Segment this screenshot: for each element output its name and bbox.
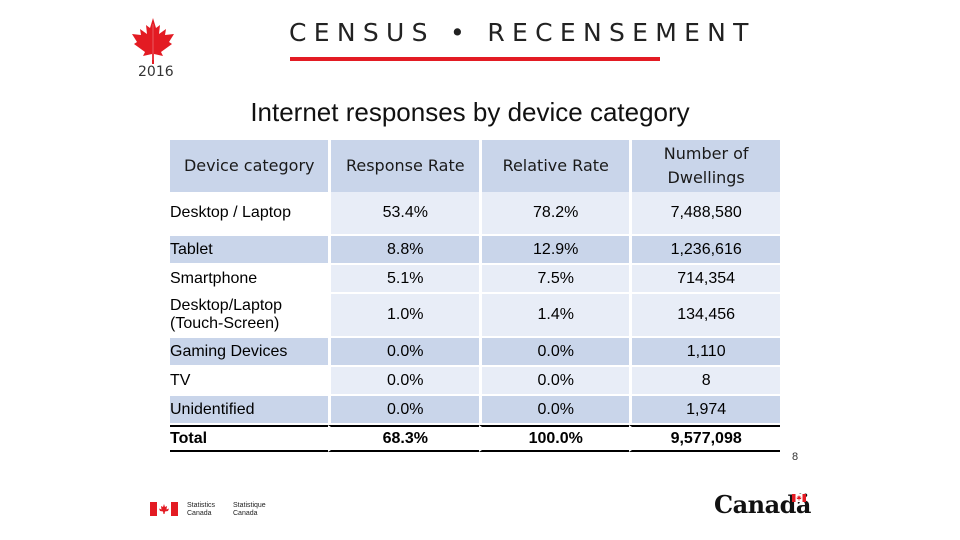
cell-relative-rate: 7.5%: [479, 265, 630, 294]
statistique-canada-fr: Statistique Canada: [233, 502, 266, 518]
cell-relative-rate: 1.4%: [479, 294, 630, 338]
header-relative-rate: Relative Rate: [479, 140, 630, 192]
cell-device: Desktop / Laptop: [170, 192, 329, 236]
sc-fr-line1: Statistique: [233, 502, 266, 509]
cell-dwellings: 8: [629, 367, 780, 396]
page-number: 8: [792, 451, 799, 463]
statistics-canada-en: Statistics Canada: [187, 502, 215, 518]
table-row: Gaming Devices 0.0% 0.0% 1,110: [170, 338, 780, 367]
cell-response-rate: 0.0%: [328, 396, 480, 425]
slide-title: Internet responses by device category: [250, 97, 690, 127]
cell-device: Unidentified: [170, 396, 329, 425]
sc-en-line1: Statistics: [187, 502, 216, 509]
cell-device-line1: Desktop/Laptop: [170, 297, 283, 314]
header-dwellings-line2: Dwellings: [667, 168, 745, 187]
header-divider: [290, 57, 660, 61]
device-category-table: Device category Response Rate Relative R…: [170, 140, 780, 452]
cell-device: Gaming Devices: [170, 338, 329, 367]
cell-total-dwellings: 9,577,098: [629, 425, 780, 452]
table-row: Desktop / Laptop 53.4% 78.2% 7,488,580: [170, 192, 780, 236]
canada-wordmark-flag-icon: [792, 494, 806, 502]
header-response-rate: Response Rate: [328, 140, 480, 192]
table-row: TV 0.0% 0.0% 8: [170, 367, 780, 396]
cell-total-response-rate: 68.3%: [328, 425, 480, 452]
header-device-category: Device category: [170, 140, 329, 192]
cell-device-line2: (Touch-Screen): [170, 315, 280, 332]
table-row: Desktop/Laptop (Touch-Screen) 1.0% 1.4% …: [170, 294, 780, 338]
header-dwellings-line1: Number of: [663, 144, 749, 163]
sc-en-line2: Canada: [187, 510, 212, 517]
cell-response-rate: 0.0%: [328, 338, 480, 367]
canada-flag-icon: [150, 502, 178, 516]
cell-relative-rate: 78.2%: [479, 192, 630, 236]
cell-total-label: Total: [170, 425, 329, 452]
cell-device: Smartphone: [170, 265, 329, 294]
cell-response-rate: 1.0%: [328, 294, 480, 338]
cell-device: Tablet: [170, 236, 329, 265]
maple-leaf-logo-icon: [132, 18, 174, 64]
cell-device: TV: [170, 367, 329, 396]
cell-response-rate: 53.4%: [328, 192, 480, 236]
census-year: 2016: [138, 64, 174, 80]
cell-relative-rate: 0.0%: [479, 367, 630, 396]
cell-relative-rate: 12.9%: [479, 236, 630, 265]
cell-total-relative-rate: 100.0%: [479, 425, 630, 452]
table-row: Unidentified 0.0% 0.0% 1,974: [170, 396, 780, 425]
table-header-row: Device category Response Rate Relative R…: [170, 140, 780, 192]
cell-relative-rate: 0.0%: [479, 396, 630, 425]
table-total-row: Total 68.3% 100.0% 9,577,098: [170, 425, 780, 452]
cell-device: Desktop/Laptop (Touch-Screen): [170, 294, 329, 338]
cell-dwellings: 1,110: [629, 338, 780, 367]
sc-fr-line2: Canada: [233, 510, 258, 517]
cell-response-rate: 8.8%: [328, 236, 480, 265]
cell-response-rate: 0.0%: [328, 367, 480, 396]
cell-dwellings: 1,974: [629, 396, 780, 425]
cell-dwellings: 134,456: [629, 294, 780, 338]
cell-dwellings: 1,236,616: [629, 236, 780, 265]
census-title: CENSUS • RECENSEMENT: [289, 18, 756, 47]
table-row: Smartphone 5.1% 7.5% 714,354: [170, 265, 780, 294]
cell-dwellings: 7,488,580: [629, 192, 780, 236]
cell-dwellings: 714,354: [629, 265, 780, 294]
cell-response-rate: 5.1%: [328, 265, 480, 294]
cell-relative-rate: 0.0%: [479, 338, 630, 367]
header-number-of-dwellings: Number of Dwellings: [629, 140, 780, 192]
table-row: Tablet 8.8% 12.9% 1,236,616: [170, 236, 780, 265]
